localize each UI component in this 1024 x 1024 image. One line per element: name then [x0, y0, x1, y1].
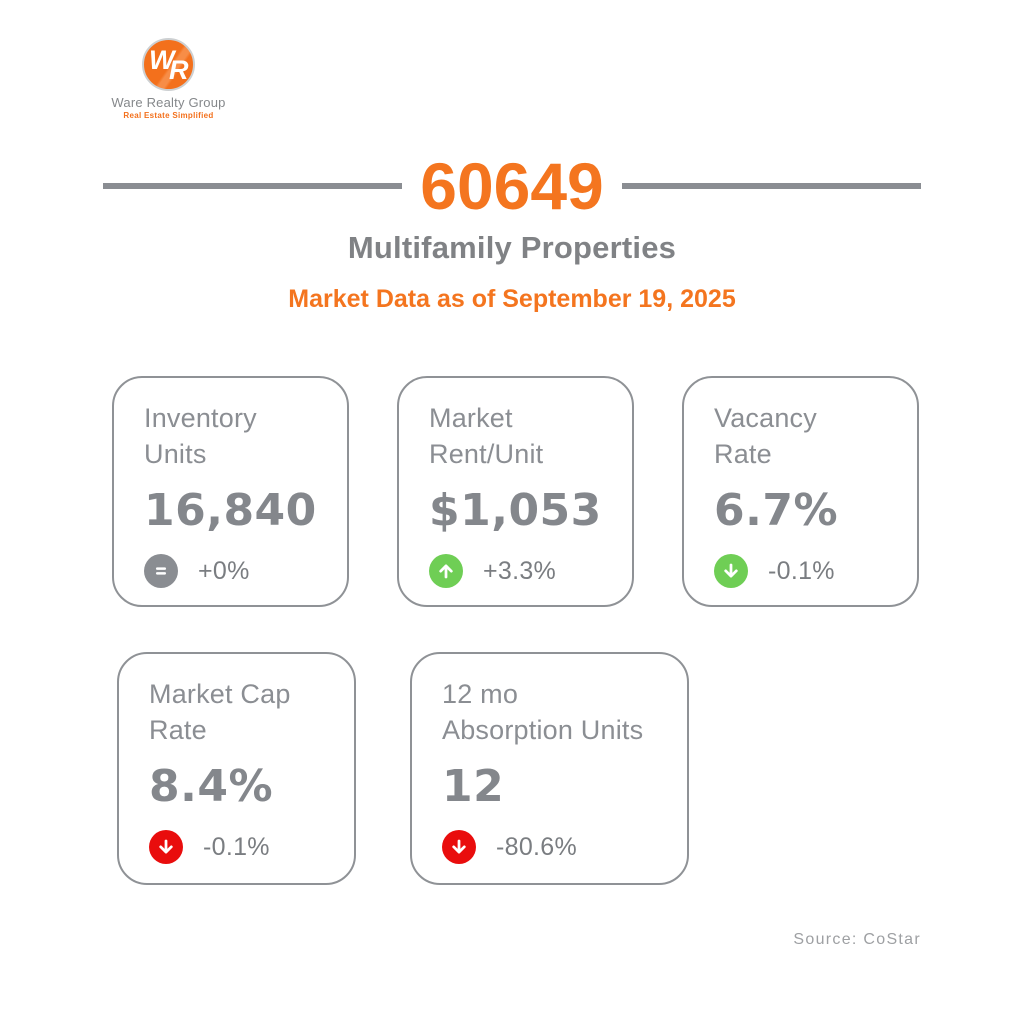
stat-value: 8.4%	[149, 761, 274, 812]
brand-name: Ware Realty Group	[111, 95, 226, 110]
zip-code-title: 60649	[420, 149, 604, 223]
stat-label-line-1: Vacancy	[714, 403, 817, 433]
property-type-subtitle: Multifamily Properties	[347, 230, 677, 265]
stat-label: Inventory Units	[144, 400, 319, 472]
stat-value: $1,053	[429, 485, 602, 536]
stat-change-value: -0.1%	[768, 556, 835, 585]
logo-monogram-r: R	[169, 55, 189, 85]
stat-change-row: -80.6%	[442, 830, 659, 864]
stat-card-market-rent-unit: Market Rent/Unit $1,053 +3.3%	[397, 376, 634, 607]
arrow-down-circle-icon	[714, 554, 748, 588]
stat-label-line-2: Rate	[149, 715, 207, 745]
brand-block: W R Ware Realty Group Real Estate Simpli…	[96, 38, 241, 120]
stat-label-line-1: Market	[429, 403, 513, 433]
stat-change-row: -0.1%	[714, 554, 889, 588]
stat-label: Market Rent/Unit	[429, 400, 604, 472]
stat-value: 16,840	[144, 485, 317, 536]
title-divider-right	[621, 183, 921, 189]
equals-circle-icon	[144, 554, 178, 588]
stats-row-2: Market Cap Rate 8.4% -0.1% 12 mo Absorpt…	[117, 652, 689, 885]
stat-label: 12 mo Absorption Units	[442, 676, 659, 748]
stat-value: 12	[442, 761, 505, 812]
ware-realty-group-logo-icon: W R	[142, 38, 195, 91]
arrow-down-circle-icon	[149, 830, 183, 864]
stat-label-line-2: Rate	[714, 439, 772, 469]
stat-label-line-2: Absorption Units	[442, 715, 644, 745]
brand-tagline: Real Estate Simplified	[123, 111, 214, 120]
stat-label-line-1: Market Cap	[149, 679, 291, 709]
stat-label-line-1: Inventory	[144, 403, 257, 433]
stat-change-row: -0.1%	[149, 830, 326, 864]
stat-change-value: +0%	[198, 556, 250, 585]
title-row: 60649	[0, 150, 1024, 222]
stat-change-value: +3.3%	[483, 556, 557, 585]
stat-label-line-2: Units	[144, 439, 207, 469]
stat-card-vacancy-rate: Vacancy Rate 6.7% -0.1%	[682, 376, 919, 607]
logo-monogram-w: W	[149, 45, 175, 75]
stat-card-12mo-absorption-units: 12 mo Absorption Units 12 -80.6%	[410, 652, 689, 885]
stat-label: Market Cap Rate	[149, 676, 326, 748]
stat-label-line-1: 12 mo	[442, 679, 519, 709]
stat-change-value: -0.1%	[203, 832, 270, 861]
stat-card-market-cap-rate: Market Cap Rate 8.4% -0.1%	[117, 652, 356, 885]
stat-label: Vacancy Rate	[714, 400, 889, 472]
stat-change-row: +0%	[144, 554, 319, 588]
market-data-dateline: Market Data as of September 19, 2025	[288, 285, 736, 313]
stats-row-1: Inventory Units 16,840 +0% Market Rent/U…	[112, 376, 919, 607]
stat-label-line-2: Rent/Unit	[429, 439, 544, 469]
stat-card-inventory-units: Inventory Units 16,840 +0%	[112, 376, 349, 607]
stat-change-row: +3.3%	[429, 554, 604, 588]
stat-change-value: -80.6%	[496, 832, 578, 861]
title-divider-left	[103, 183, 403, 189]
source-attribution: Source: CoStar	[793, 931, 921, 948]
stat-value: 6.7%	[714, 485, 839, 536]
arrow-down-circle-icon	[442, 830, 476, 864]
arrow-up-circle-icon	[429, 554, 463, 588]
